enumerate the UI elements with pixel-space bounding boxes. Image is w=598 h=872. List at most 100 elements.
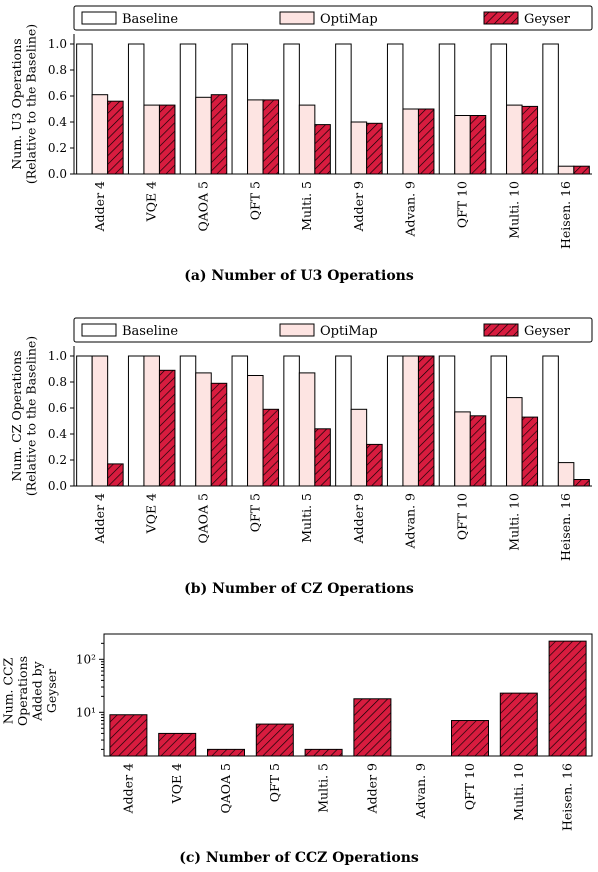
bar-geyser [573, 479, 590, 487]
y-tick-label: 10¹ [76, 705, 96, 719]
category-label: Multi. 10 [506, 493, 521, 551]
legend-swatch-geyser [483, 11, 519, 25]
legend-label-geyser: Geyser [524, 324, 571, 339]
plot-frame [103, 633, 593, 757]
category-label: Advan. 9 [403, 181, 418, 238]
bar-geyser [499, 692, 538, 757]
bar-optimap [557, 462, 575, 487]
bar-geyser [521, 416, 539, 487]
y-axis-label-line: Num. U3 Operations [9, 38, 24, 169]
bar-optimap [143, 104, 160, 175]
bar-geyser [314, 124, 331, 175]
bar-optimap [506, 397, 523, 487]
y-tick-label: 0.0 [48, 167, 67, 181]
category-label: Multi. 5 [299, 181, 314, 231]
category-label: QFT 5 [267, 763, 282, 802]
bar-geyser [158, 104, 176, 175]
category-label: QAOA 5 [196, 493, 211, 543]
legend-swatch-baseline [81, 11, 117, 25]
bar-geyser [314, 428, 331, 487]
y-axis-label-line: Added by [29, 660, 44, 721]
bar-optimap [454, 115, 471, 175]
bar-optimap [298, 372, 316, 487]
legend-label-baseline: Baseline [122, 12, 178, 27]
y-tick-label: 0.8 [48, 375, 67, 389]
bar-baseline [542, 43, 559, 175]
bar-geyser [353, 698, 392, 757]
bar-geyser [417, 355, 435, 487]
bar-geyser [366, 122, 383, 175]
bar-baseline [490, 43, 508, 175]
bar-geyser [262, 99, 280, 175]
legend-label-optimap: OptiMap [320, 324, 378, 339]
bar-optimap [91, 94, 109, 175]
y-tick-label: 0.6 [48, 401, 67, 415]
y-tick-label: 10² [76, 652, 96, 666]
bar-geyser [521, 105, 539, 175]
bar-baseline [542, 355, 559, 487]
bar-optimap [402, 355, 419, 487]
bar-baseline [231, 355, 249, 487]
bar-geyser [366, 443, 383, 487]
bar-baseline [283, 43, 300, 175]
legend-swatch-geyser [483, 323, 519, 337]
bar-optimap [350, 408, 368, 487]
bar-geyser [451, 720, 489, 757]
legend: Baseline OptiMap Geyser [73, 5, 593, 31]
bar-geyser [109, 714, 148, 757]
category-label: Adder 9 [351, 493, 366, 544]
y-axis-label-line: Num. CCZ [0, 657, 15, 724]
category-label: Advan. 9 [413, 763, 428, 820]
y-axis-label-line: (Relative to the Baseline) [23, 24, 38, 184]
category-label: QFT 10 [455, 493, 470, 540]
bar-optimap [506, 104, 523, 175]
category-label: VQE 4 [169, 763, 184, 804]
bar-optimap [247, 375, 264, 487]
bar-optimap [247, 99, 264, 175]
category-label: Multi. 10 [506, 181, 521, 239]
panel-caption: (c) Number of CCZ Operations [179, 850, 419, 866]
bar-baseline [127, 355, 145, 487]
bar-baseline [335, 43, 352, 175]
legend-label-baseline: Baseline [122, 324, 178, 339]
category-label: QAOA 5 [218, 763, 233, 813]
bar-geyser [469, 115, 487, 175]
y-axis-label: Num. U3 Operations(Relative to the Basel… [9, 24, 39, 184]
y-axis-label-line: (Relative to the Baseline) [23, 336, 38, 496]
bar-baseline [179, 43, 197, 175]
legend-swatch-optimap [279, 11, 315, 25]
bar-geyser [210, 382, 228, 487]
category-label: Adder 9 [351, 181, 366, 232]
legend-label-geyser: Geyser [524, 12, 571, 27]
legend: Baseline OptiMap Geyser [73, 317, 593, 343]
category-label: Multi. 5 [299, 493, 314, 543]
bar-baseline [179, 355, 197, 487]
y-tick-label: 0.8 [48, 63, 67, 77]
category-label: QAOA 5 [196, 181, 211, 231]
category-label: Adder 4 [120, 763, 135, 814]
y-tick-label: 1.0 [48, 349, 67, 363]
bar-optimap [195, 96, 212, 175]
y-tick-label: 0.6 [48, 89, 67, 103]
y-tick-label: 0.0 [48, 479, 67, 493]
y-tick-label: 0.4 [48, 427, 67, 441]
bar-baseline [386, 43, 404, 175]
bar-baseline [386, 355, 404, 487]
bar-baseline [76, 43, 93, 175]
bar-geyser [107, 463, 124, 487]
category-label: VQE 4 [144, 493, 159, 534]
bar-optimap [454, 411, 471, 487]
bar-optimap [350, 121, 368, 175]
bar-baseline [283, 355, 300, 487]
y-tick-label: 0.4 [48, 115, 67, 129]
bar-optimap [91, 355, 109, 487]
category-label: Heisen. 16 [558, 493, 573, 561]
legend-frame [73, 5, 593, 31]
y-axis-label: Num. CZ Operations(Relative to the Basel… [9, 336, 39, 496]
category-label: Adder 4 [92, 493, 107, 544]
bar-baseline [76, 355, 93, 487]
bar-optimap [143, 355, 160, 487]
bar-baseline [490, 355, 508, 487]
